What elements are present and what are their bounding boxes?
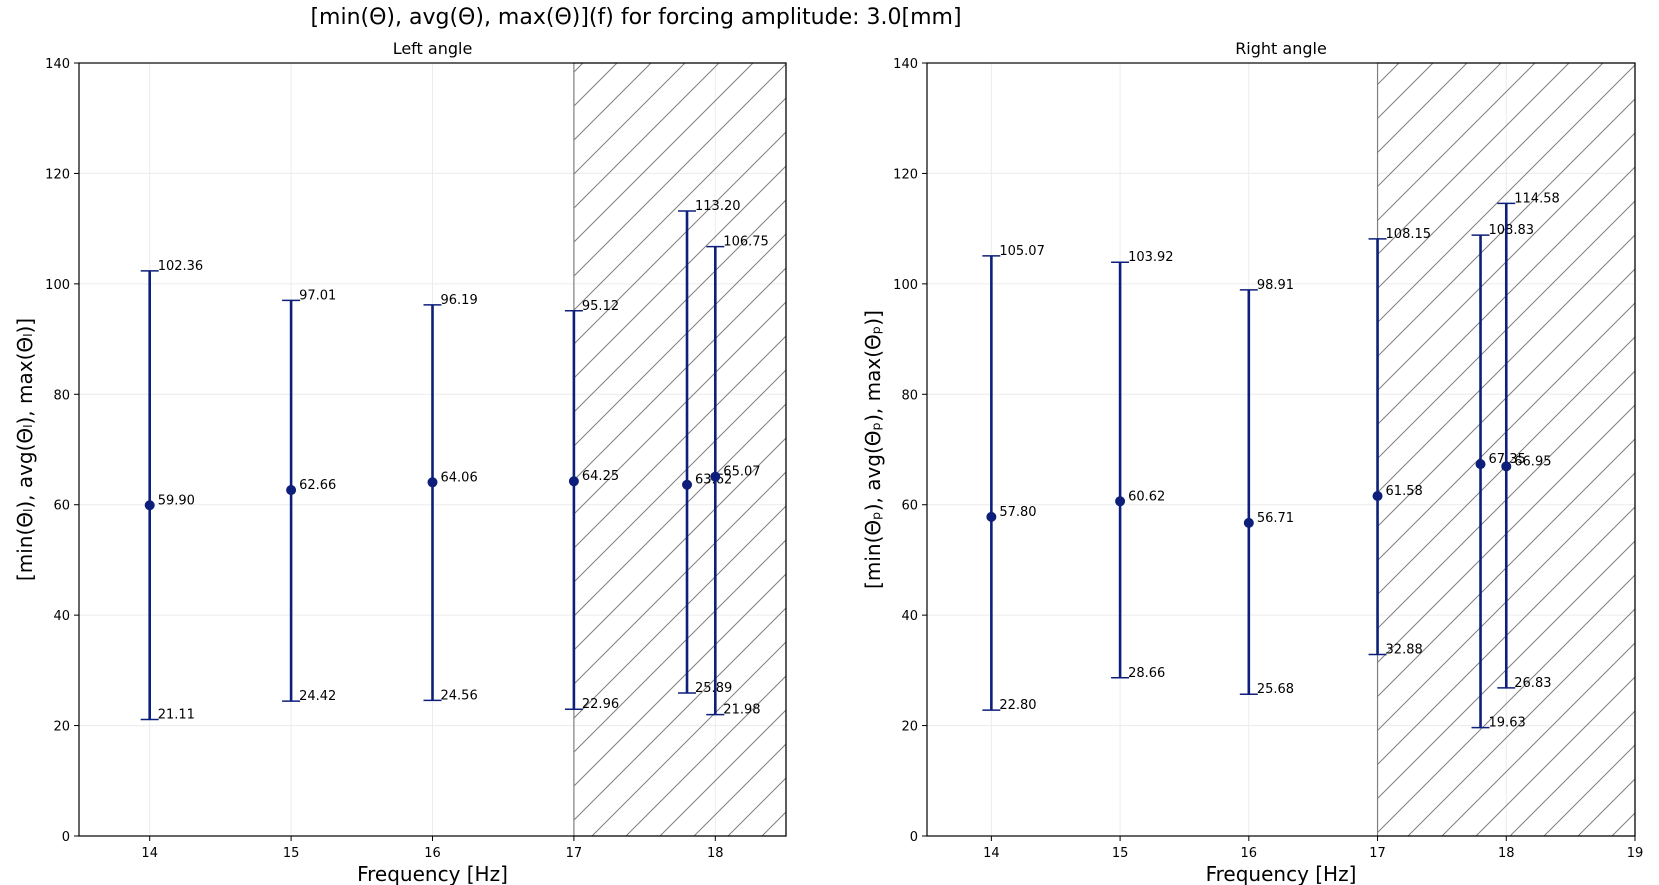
right-angle-panel: 14 15 16 17 18 19 0 20 40 60 80 100 120 140 Right angl… — [861, 39, 1643, 885]
min-value-label: 25.68 — [1257, 682, 1294, 697]
max-value-label: 114.58 — [1514, 191, 1560, 206]
max-value-label: 113.20 — [695, 199, 741, 214]
max-value-label: 95.12 — [582, 299, 619, 314]
x-tick-label: 14 — [983, 846, 1000, 861]
x-tick-label: 19 — [1627, 846, 1644, 861]
avg-value-label: 64.25 — [582, 469, 619, 484]
panel-title: Right angle — [1235, 39, 1327, 58]
avg-marker — [682, 479, 693, 490]
avg-value-label: 61.58 — [1386, 484, 1423, 499]
figure-title: [min(Θ), avg(Θ), max(Θ)](f) for forcing … — [310, 5, 961, 30]
avg-marker — [1501, 461, 1512, 472]
avg-marker — [427, 477, 438, 488]
panel-title: Left angle — [393, 39, 473, 58]
avg-marker — [568, 476, 579, 487]
y-tick-label: 60 — [53, 499, 70, 514]
y-tick-label: 140 — [893, 57, 918, 72]
avg-value-label: 62.66 — [299, 478, 336, 493]
x-tick-label: 18 — [707, 846, 724, 861]
min-value-label: 32.88 — [1386, 642, 1423, 657]
y-tick-label: 0 — [910, 830, 918, 845]
x-tick-label: 15 — [283, 846, 300, 861]
hatched-region — [573, 62, 787, 837]
max-value-label: 102.36 — [158, 259, 204, 274]
min-value-label: 28.66 — [1128, 666, 1165, 681]
x-tick-label: 18 — [1498, 846, 1515, 861]
avg-value-label: 60.62 — [1128, 489, 1165, 504]
y-tick-label: 40 — [53, 609, 70, 624]
avg-marker — [1372, 490, 1383, 501]
axes-frame — [926, 62, 1636, 837]
max-value-label: 98.91 — [1257, 278, 1294, 293]
y-tick-label: 120 — [45, 167, 70, 182]
y-tick-label: 0 — [62, 830, 70, 845]
avg-value-label: 66.95 — [1514, 454, 1551, 469]
max-value-label: 108.83 — [1489, 223, 1535, 238]
x-axis-label: Frequency [Hz] — [357, 862, 508, 885]
avg-value-label: 59.90 — [158, 493, 195, 508]
x-axis-label: Frequency [Hz] — [1206, 862, 1357, 885]
max-value-label: 106.75 — [723, 235, 769, 250]
min-value-label: 19.63 — [1489, 716, 1526, 731]
y-tick-label: 20 — [901, 720, 918, 735]
min-value-label: 24.56 — [441, 688, 478, 703]
min-value-label: 25.89 — [695, 681, 732, 696]
y-tick-label: 100 — [893, 278, 918, 293]
avg-marker — [144, 500, 155, 511]
avg-marker — [710, 471, 721, 482]
avg-value-label: 57.80 — [999, 505, 1036, 520]
y-tick-label: 100 — [45, 278, 70, 293]
min-value-label: 21.11 — [158, 707, 195, 722]
y-axis-label: [min(Θₚ), avg(Θₚ), max(Θₚ)] — [861, 310, 885, 589]
min-value-label: 22.96 — [582, 697, 619, 712]
avg-value-label: 64.06 — [441, 470, 478, 485]
y-tick-label: 60 — [901, 499, 918, 514]
y-tick-label: 120 — [893, 167, 918, 182]
avg-value-label: 65.07 — [723, 465, 760, 480]
x-tick-label: 15 — [1112, 846, 1129, 861]
avg-value-label: 56.71 — [1257, 511, 1294, 526]
avg-marker — [1475, 459, 1486, 470]
min-value-label: 24.42 — [299, 689, 336, 704]
y-tick-label: 80 — [53, 388, 70, 403]
min-value-label: 26.83 — [1514, 676, 1551, 691]
max-value-label: 108.15 — [1386, 227, 1432, 242]
y-tick-label: 140 — [45, 57, 70, 72]
min-value-label: 21.98 — [723, 703, 760, 718]
y-tick-label: 40 — [901, 609, 918, 624]
y-axis-label: [min(Θₗ), avg(Θₗ), max(Θₗ)] — [13, 318, 37, 581]
left-angle-panel: 14 15 16 17 18 0 20 40 60 80 100 120 140 Left angle Fr… — [13, 39, 787, 885]
avg-marker — [1115, 496, 1126, 507]
x-tick-label: 17 — [1369, 846, 1386, 861]
x-tick-label: 14 — [141, 846, 158, 861]
x-tick-label: 17 — [566, 846, 583, 861]
avg-marker — [1243, 517, 1254, 528]
max-value-label: 103.92 — [1128, 250, 1174, 265]
x-tick-label: 16 — [424, 846, 441, 861]
max-value-label: 105.07 — [999, 244, 1045, 259]
x-tick-label: 16 — [1241, 846, 1258, 861]
max-value-label: 97.01 — [299, 288, 336, 303]
y-tick-label: 20 — [53, 720, 70, 735]
min-value-label: 22.80 — [999, 698, 1036, 713]
avg-marker — [286, 485, 297, 496]
y-tick-label: 80 — [901, 388, 918, 403]
max-value-label: 96.19 — [441, 293, 478, 308]
avg-marker — [986, 511, 997, 522]
